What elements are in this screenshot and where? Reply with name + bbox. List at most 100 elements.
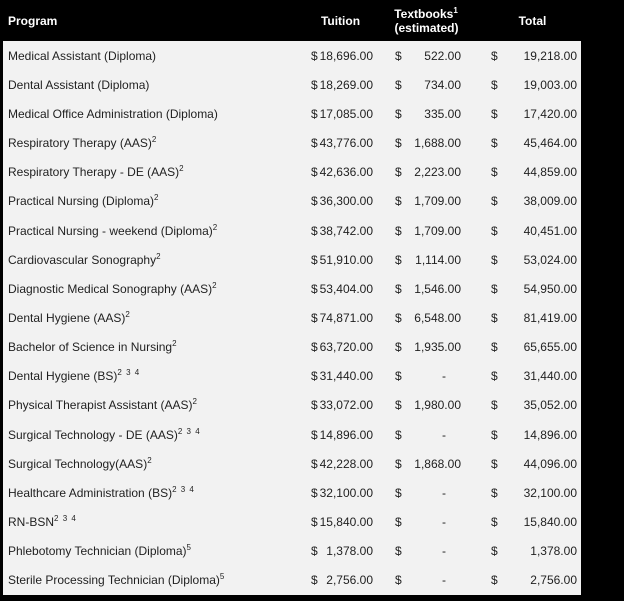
currency-symbol: $ <box>395 48 402 63</box>
table-body: Medical Assistant (Diploma) $18,696.00 $… <box>3 41 581 595</box>
textbooks-cell: $1,114.00 <box>392 253 461 267</box>
currency-symbol: $ <box>491 398 498 413</box>
total-cell: $14,896.00 <box>488 428 577 442</box>
total-cell: $15,840.00 <box>488 515 577 529</box>
program-cell: Sterile Processing Technician (Diploma)5 <box>3 573 308 588</box>
textbooks-cell: $1,935.00 <box>392 340 461 354</box>
tuition-value: 51,910.00 <box>319 252 373 267</box>
textbooks-value: 1,709.00 <box>414 194 461 209</box>
tuition-cell: $36,300.00 <box>308 194 373 208</box>
currency-symbol: $ <box>491 427 498 442</box>
tuition-cell: $53,404.00 <box>308 282 373 296</box>
total-value: 54,950.00 <box>523 281 577 296</box>
total-value: 17,420.00 <box>523 106 577 121</box>
textbooks-value: 734.00 <box>424 77 461 92</box>
currency-symbol: $ <box>395 544 402 559</box>
currency-symbol: $ <box>491 573 498 588</box>
tuition-value: 36,300.00 <box>319 194 373 209</box>
tuition-value: 18,696.00 <box>319 48 373 63</box>
currency-symbol: $ <box>311 223 318 238</box>
program-cell: Physical Therapist Assistant (AAS)2 <box>3 398 308 413</box>
total-cell: $2,756.00 <box>488 573 577 587</box>
tuition-value: 43,776.00 <box>319 136 373 151</box>
program-cell: Practical Nursing (Diploma)2 <box>3 193 308 209</box>
tuition-value: 17,085.00 <box>319 106 373 121</box>
currency-symbol: $ <box>311 398 318 413</box>
tuition-cell: $17,085.00 <box>308 107 373 121</box>
currency-symbol: $ <box>311 485 318 500</box>
textbooks-label: Textbooks <box>394 6 454 21</box>
program-cell: Dental Hygiene (AAS)2 <box>3 309 308 325</box>
table-row: Cardiovascular Sonography2 $51,910.00 $1… <box>3 245 581 274</box>
total-value: 19,003.00 <box>523 77 577 92</box>
textbooks-cell: $1,709.00 <box>392 194 461 208</box>
currency-symbol: $ <box>311 281 318 296</box>
tuition-value: 15,840.00 <box>319 515 373 530</box>
tuition-cell: $1,378.00 <box>308 544 373 558</box>
textbooks-cell: $ - <box>392 544 461 558</box>
textbooks-value: 1,935.00 <box>414 340 461 355</box>
total-cell: $65,655.00 <box>488 340 577 354</box>
program-cell: Phlebotomy Technician (Diploma)5 <box>3 544 308 559</box>
tuition-cell: $43,776.00 <box>308 136 373 150</box>
textbooks-cell: $1,980.00 <box>392 398 461 412</box>
tuition-value: 32,100.00 <box>319 485 373 500</box>
program-cell: Medical Assistant (Diploma) <box>3 49 308 63</box>
program-footnote-superscript: 2 3 4 <box>54 514 77 524</box>
textbooks-cell: $1,868.00 <box>392 457 461 471</box>
tuition-cell: $18,696.00 <box>308 49 373 63</box>
program-name: Cardiovascular Sonography <box>8 252 157 267</box>
total-value: 53,024.00 <box>523 252 577 267</box>
table-row: Practical Nursing (Diploma)2 $36,300.00 … <box>3 187 581 216</box>
tuition-cell: $18,269.00 <box>308 78 373 92</box>
total-cell: $35,052.00 <box>488 398 577 412</box>
program-footnote-superscript: 2 <box>147 455 153 465</box>
column-header-textbooks-line1: Textbooks1 <box>392 6 461 21</box>
table-row: Dental Hygiene (BS)2 3 4 $31,440.00 $ - $… <box>3 362 581 391</box>
column-header-textbooks-line2: (estimated) <box>394 20 459 35</box>
tuition-cell: $15,840.00 <box>308 515 373 529</box>
currency-symbol: $ <box>311 106 318 121</box>
total-cell: $81,419.00 <box>488 311 577 325</box>
table-row: Physical Therapist Assistant (AAS)2 $33,… <box>3 391 581 420</box>
table-row: Phlebotomy Technician (Diploma)5 $1,378.… <box>3 537 581 566</box>
program-name: Sterile Processing Technician (Diploma) <box>8 573 220 588</box>
tuition-cell: $38,742.00 <box>308 224 373 238</box>
tuition-cell: $14,896.00 <box>308 428 373 442</box>
program-name: Medical Office Administration (Diploma) <box>8 106 218 121</box>
textbooks-value: 6,548.00 <box>414 310 461 325</box>
currency-symbol: $ <box>491 281 498 296</box>
textbooks-cell: $335.00 <box>392 107 461 121</box>
program-footnote-superscript: 2 <box>154 193 160 203</box>
total-cell: $54,950.00 <box>488 282 577 296</box>
total-cell: $1,378.00 <box>488 544 577 558</box>
textbooks-value: 335.00 <box>424 106 461 121</box>
program-footnote-superscript: 2 <box>212 280 218 290</box>
currency-symbol: $ <box>491 310 498 325</box>
textbooks-value: 1,688.00 <box>414 136 461 151</box>
currency-symbol: $ <box>395 369 402 384</box>
tuition-value: 1,378.00 <box>326 544 373 559</box>
total-value: 65,655.00 <box>523 340 577 355</box>
total-cell: $19,003.00 <box>488 78 577 92</box>
program-cell: Surgical Technology - DE (AAS)2 3 4 <box>3 427 308 442</box>
total-value: 32,100.00 <box>523 485 577 500</box>
currency-symbol: $ <box>395 194 402 209</box>
program-footnote-superscript: 2 <box>125 309 131 319</box>
currency-symbol: $ <box>395 165 402 180</box>
column-header-program: Program <box>8 13 58 28</box>
currency-symbol: $ <box>311 194 318 209</box>
tuition-cell: $51,910.00 <box>308 253 373 267</box>
currency-symbol: $ <box>311 165 318 180</box>
textbooks-value: - <box>442 515 446 530</box>
currency-symbol: $ <box>395 106 402 121</box>
currency-symbol: $ <box>491 136 498 151</box>
program-name: Dental Hygiene (AAS) <box>8 310 126 325</box>
table-row: Diagnostic Medical Sonography (AAS)2 $53… <box>3 274 581 303</box>
currency-symbol: $ <box>395 398 402 413</box>
program-name: Diagnostic Medical Sonography (AAS) <box>8 281 213 296</box>
program-footnote-superscript: 2 <box>172 339 178 349</box>
currency-symbol: $ <box>395 281 402 296</box>
currency-symbol: $ <box>311 369 318 384</box>
column-header-tuition: Tuition <box>320 13 361 28</box>
